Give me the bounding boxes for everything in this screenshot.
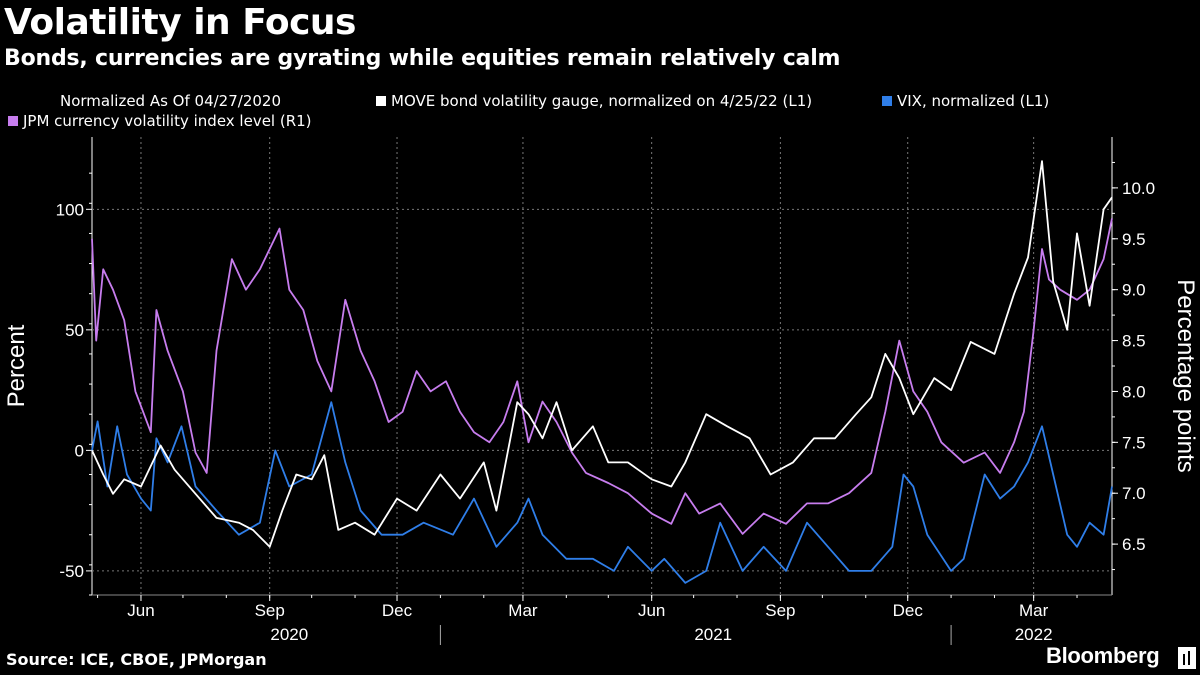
legend-label-move: MOVE bond volatility gauge, normalized o… xyxy=(391,92,813,110)
y-axis-title-left: Percent xyxy=(3,324,30,407)
series-line-jpm xyxy=(91,218,1113,535)
x-tick-label: Sep xyxy=(255,601,285,620)
legend-swatch-vix xyxy=(882,96,892,106)
legend-swatch-jpm xyxy=(8,116,18,126)
legend-item-vix: VIX, normalized (L1) xyxy=(882,92,1049,110)
x-tick-label: Sep xyxy=(765,601,795,620)
x-tick-label: Mar xyxy=(1019,601,1049,620)
x-tick-label: Jun xyxy=(127,601,154,620)
x-year-label: 2022 xyxy=(1015,625,1053,644)
x-tick-label: Mar xyxy=(508,601,538,620)
x-year-label: 2021 xyxy=(694,625,732,644)
legend-swatch-move xyxy=(376,96,386,106)
y-tick-label-left: 100 xyxy=(56,200,84,219)
source-note: Source: ICE, CBOE, JPMorgan xyxy=(6,650,267,669)
y-tick-label-right: 9.5 xyxy=(1122,230,1146,249)
x-tick-label: Jun xyxy=(638,601,665,620)
legend-item-jpm: JPM currency volatility index level (R1) xyxy=(8,112,312,130)
y-tick-label-left: -50 xyxy=(59,562,84,581)
chart-title: Volatility in Focus xyxy=(4,2,356,43)
x-tick-label: Dec xyxy=(893,601,924,620)
series-line-vix xyxy=(91,401,1113,584)
y-tick-label-left: 0 xyxy=(75,441,84,460)
y-tick-label-right: 7.5 xyxy=(1122,433,1146,452)
chart-subtitle: Bonds, currencies are gyrating while equ… xyxy=(4,46,841,71)
brand-logo: Bloomberg xyxy=(1046,643,1160,668)
y-tick-label-right: 6.5 xyxy=(1122,535,1146,554)
y-tick-label-right: 9.0 xyxy=(1122,281,1146,300)
y-tick-label-right: 8.5 xyxy=(1122,332,1146,351)
series-line-move xyxy=(91,160,1113,548)
bloomberg-chart-icon xyxy=(1178,647,1196,669)
y-axis-title-right: Percentage points xyxy=(1172,279,1199,472)
legend-label-vix: VIX, normalized (L1) xyxy=(897,92,1050,110)
y-tick-label-right: 7.0 xyxy=(1122,484,1146,503)
x-year-label: 2020 xyxy=(270,625,308,644)
y-tick-label-right: 8.0 xyxy=(1122,382,1146,401)
y-tick-label-right: 10.0 xyxy=(1122,179,1155,198)
legend-note: Normalized As Of 04/27/2020 xyxy=(60,92,281,110)
x-tick-label: Dec xyxy=(382,601,413,620)
y-tick-label-left: 50 xyxy=(65,321,84,340)
legend-label-jpm: JPM currency volatility index level (R1) xyxy=(23,112,312,130)
legend-item-move: MOVE bond volatility gauge, normalized o… xyxy=(376,92,812,110)
